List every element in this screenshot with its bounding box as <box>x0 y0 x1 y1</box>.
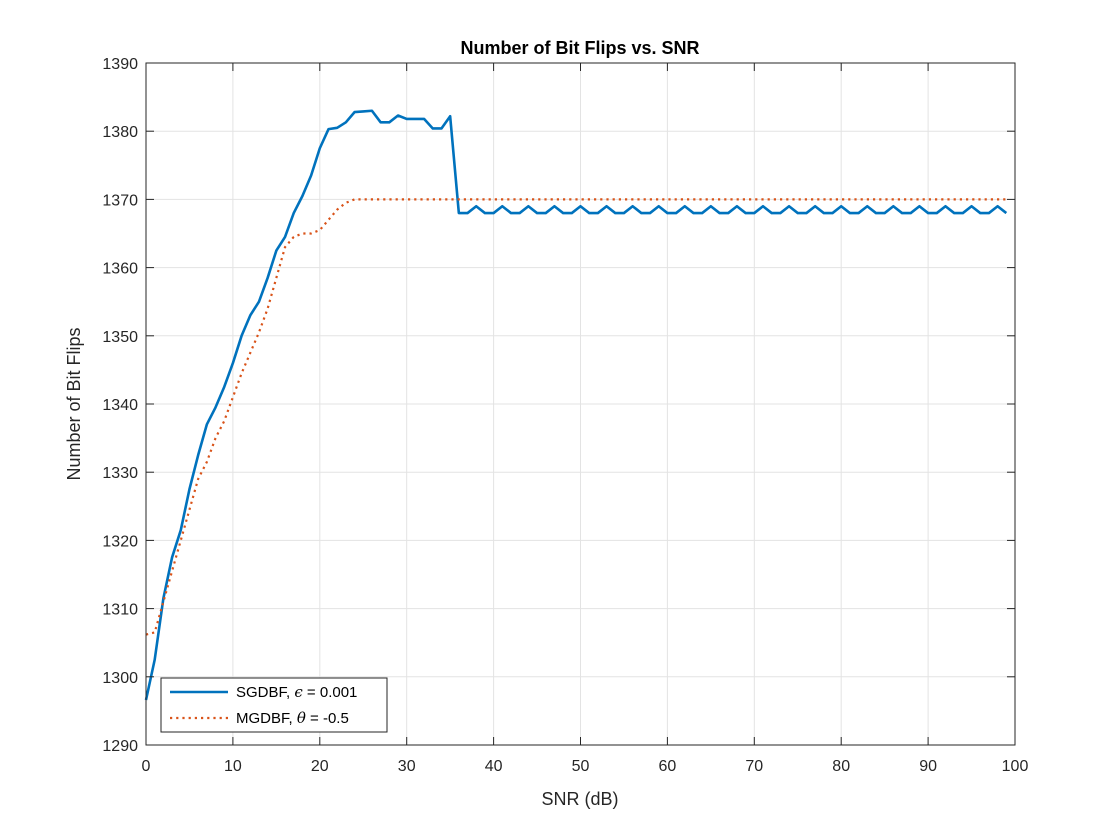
y-tick-label: 1290 <box>102 738 138 755</box>
x-tick-label: 80 <box>832 758 850 775</box>
x-tick-label: 60 <box>659 758 677 775</box>
legend-label-mgdbf: MGDBF, θ = -0.5 <box>236 709 349 727</box>
x-tick-label: 30 <box>398 758 416 775</box>
plot-area: 0 10 20 30 40 50 60 70 80 90 100 12901300131013201… <box>102 56 1028 775</box>
legend-box <box>160 677 388 733</box>
x-tick-label: 10 <box>224 758 242 775</box>
y-tick-label: 1350 <box>102 329 138 346</box>
legend: SGDBF, ϵ = 0.001 MGDBF, θ = -0.5 <box>160 677 388 733</box>
x-tick-label: 70 <box>745 758 763 775</box>
x-tick-label: 90 <box>919 758 937 775</box>
y-tick-label: 1320 <box>102 533 138 550</box>
y-tick-label: 1370 <box>102 192 138 209</box>
x-tick-label: 20 <box>311 758 329 775</box>
y-tick-label: 1300 <box>102 670 138 687</box>
x-tick-label: 100 <box>1002 758 1029 775</box>
y-tick-label: 1390 <box>102 56 138 73</box>
y-tick-label: 1380 <box>102 124 138 141</box>
x-tick-labels: 0 10 20 30 40 50 60 70 80 90 100 <box>142 758 1029 775</box>
tick-marks <box>145 62 1016 746</box>
series-line-sgdbf <box>144 109 1008 701</box>
series-lines <box>144 109 1008 701</box>
x-tick-label: 40 <box>485 758 503 775</box>
y-axis-label: Number of Bit Flips <box>64 327 84 480</box>
y-tick-label: 1330 <box>102 465 138 482</box>
x-tick-label: 50 <box>572 758 590 775</box>
y-tick-label: 1340 <box>102 397 138 414</box>
series-line-mgdbf <box>145 198 1007 636</box>
y-tick-labels: 1290 1300 1310 1320 1330 1340 1350 1360 1370 1380… <box>102 56 138 755</box>
x-axis-label: SNR (dB) <box>541 789 618 809</box>
y-tick-label: 1310 <box>102 602 138 619</box>
legend-label-sgdbf: SGDBF, ϵ = 0.001 <box>236 683 357 701</box>
chart-title: Number of Bit Flips vs. SNR <box>460 38 699 58</box>
y-tick-label: 1360 <box>102 261 138 278</box>
x-tick-label: 0 <box>142 758 151 775</box>
